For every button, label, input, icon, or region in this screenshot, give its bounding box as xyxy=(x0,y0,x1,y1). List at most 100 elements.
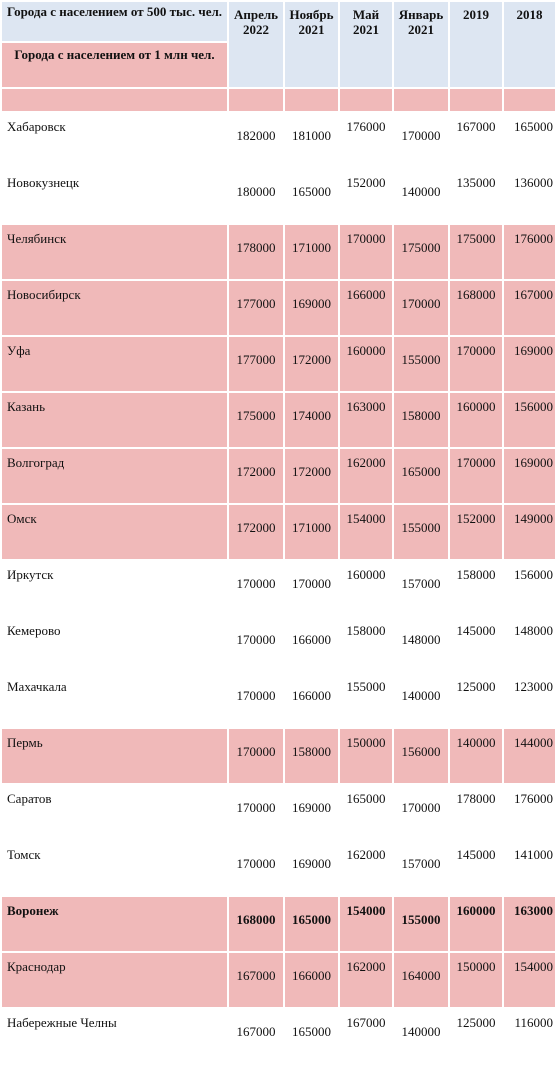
price-cell: 182000 xyxy=(227,111,285,169)
price-cell: 169000 xyxy=(502,335,557,393)
price-cell: 170000 xyxy=(227,671,285,729)
price-cell: 165000 xyxy=(392,447,450,505)
price-cell: 140000 xyxy=(392,1007,450,1065)
table-row: Иркутск 170000 170000 160000 157000 158000 156… xyxy=(0,559,557,617)
price-cell: 169000 xyxy=(283,279,340,337)
column-header: 2019 xyxy=(448,0,504,89)
price-cell: 167000 xyxy=(227,1007,285,1065)
table-row: Набережные Челны 167000 165000 167000 140000… xyxy=(0,1007,557,1065)
price-cell: 163000 xyxy=(338,391,394,449)
price-cell: 169000 xyxy=(283,839,340,897)
price-cell: 148000 xyxy=(392,615,450,673)
price-cell: 154000 xyxy=(338,503,394,561)
price-cell: 156000 xyxy=(502,559,557,617)
city-name: Новокузнецк xyxy=(0,167,229,225)
price-cell: 170000 xyxy=(392,279,450,337)
city-name: Челябинск xyxy=(0,223,229,281)
table-row: Кемерово 170000 166000 158000 148000 145000 14… xyxy=(0,615,557,673)
price-cell: 150000 xyxy=(338,727,394,785)
price-cell: 166000 xyxy=(283,671,340,729)
price-cell: 170000 xyxy=(283,559,340,617)
price-cell: 157000 xyxy=(392,559,450,617)
price-cell: 170000 xyxy=(448,335,504,393)
price-cell: 168000 xyxy=(227,895,285,953)
price-cell: 170000 xyxy=(227,615,285,673)
price-cell: 155000 xyxy=(392,503,450,561)
price-cell: 149000 xyxy=(502,503,557,561)
price-cell: 158000 xyxy=(338,615,394,673)
price-cell: 135000 xyxy=(448,167,504,225)
city-name: Волгоград xyxy=(0,447,229,505)
price-cell: 156000 xyxy=(502,391,557,449)
header-cities-500k: Города с населением от 500 тыс. чел. xyxy=(0,0,229,43)
city-name: Кемерово xyxy=(0,615,229,673)
price-cell: 175000 xyxy=(227,391,285,449)
price-cell: 176000 xyxy=(502,783,557,841)
table-row: Хабаровск 182000 181000 176000 170000 167000 1… xyxy=(0,111,557,169)
price-cell: 162000 xyxy=(338,839,394,897)
table-row: Омск 172000 171000 154000 155000 152000 149000 xyxy=(0,503,557,561)
price-cell: 165000 xyxy=(283,167,340,225)
price-cell: 136000 xyxy=(502,167,557,225)
price-cell: 166000 xyxy=(338,279,394,337)
column-header: Январь 2021 xyxy=(392,0,450,89)
table-row: Махачкала 170000 166000 155000 140000 125000 1… xyxy=(0,671,557,729)
header-cities-1m: Города с населением от 1 млн чел. xyxy=(0,41,229,89)
price-cell: 145000 xyxy=(448,839,504,897)
price-cell: 177000 xyxy=(227,335,285,393)
price-cell: 165000 xyxy=(283,1007,340,1065)
price-cell: 174000 xyxy=(283,391,340,449)
table-row: Саратов 170000 169000 165000 170000 178000 176… xyxy=(0,783,557,841)
table-row: Новокузнецк 180000 165000 152000 140000 13500… xyxy=(0,167,557,225)
city-name: Пермь xyxy=(0,727,229,785)
price-cell: 172000 xyxy=(227,503,285,561)
price-cell: 172000 xyxy=(227,447,285,505)
price-cell: 125000 xyxy=(448,671,504,729)
price-cell: 162000 xyxy=(338,447,394,505)
price-cell: 160000 xyxy=(448,391,504,449)
price-cell: 167000 xyxy=(502,279,557,337)
price-cell: 165000 xyxy=(502,111,557,169)
city-name: Воронеж xyxy=(0,895,229,953)
price-cell: 175000 xyxy=(448,223,504,281)
price-cell: 140000 xyxy=(392,671,450,729)
price-cell: 158000 xyxy=(283,727,340,785)
price-cell: 170000 xyxy=(227,727,285,785)
city-name: Уфа xyxy=(0,335,229,393)
price-cell: 170000 xyxy=(227,839,285,897)
price-cell: 169000 xyxy=(502,447,557,505)
city-name: Новосибирск xyxy=(0,279,229,337)
price-cell: 155000 xyxy=(392,895,450,953)
price-cell: 125000 xyxy=(448,1007,504,1065)
table-row: Краснодар 167000 166000 162000 164000 150000 1… xyxy=(0,951,557,1009)
price-cell: 156000 xyxy=(392,727,450,785)
price-cell: 170000 xyxy=(227,783,285,841)
price-cell: 123000 xyxy=(502,671,557,729)
price-cell: 154000 xyxy=(338,895,394,953)
price-cell: 150000 xyxy=(448,951,504,1009)
city-name: Казань xyxy=(0,391,229,449)
table-row: Волгоград 172000 172000 162000 165000 170000 1… xyxy=(0,447,557,505)
table-row: Воронеж 168000 165000 154000 155000 160000 163… xyxy=(0,895,557,953)
price-cell: 155000 xyxy=(338,671,394,729)
price-cell: 158000 xyxy=(448,559,504,617)
price-cell: 145000 xyxy=(448,615,504,673)
price-cell: 167000 xyxy=(227,951,285,1009)
price-cell: 171000 xyxy=(283,223,340,281)
price-cell: 162000 xyxy=(338,951,394,1009)
price-cell: 157000 xyxy=(392,839,450,897)
price-cell: 144000 xyxy=(502,727,557,785)
price-cell: 168000 xyxy=(448,279,504,337)
table-row: Томск 170000 169000 162000 157000 145000 14100… xyxy=(0,839,557,897)
table-row: Новосибирск 177000 169000 166000 170000 16800… xyxy=(0,279,557,337)
price-cell: 170000 xyxy=(227,559,285,617)
price-cell: 166000 xyxy=(283,951,340,1009)
price-cell: 165000 xyxy=(338,783,394,841)
price-cell: 177000 xyxy=(227,279,285,337)
price-cell: 167000 xyxy=(338,1007,394,1065)
price-cell: 141000 xyxy=(502,839,557,897)
price-cell: 181000 xyxy=(283,111,340,169)
price-cell: 165000 xyxy=(283,895,340,953)
city-name: Краснодар xyxy=(0,951,229,1009)
